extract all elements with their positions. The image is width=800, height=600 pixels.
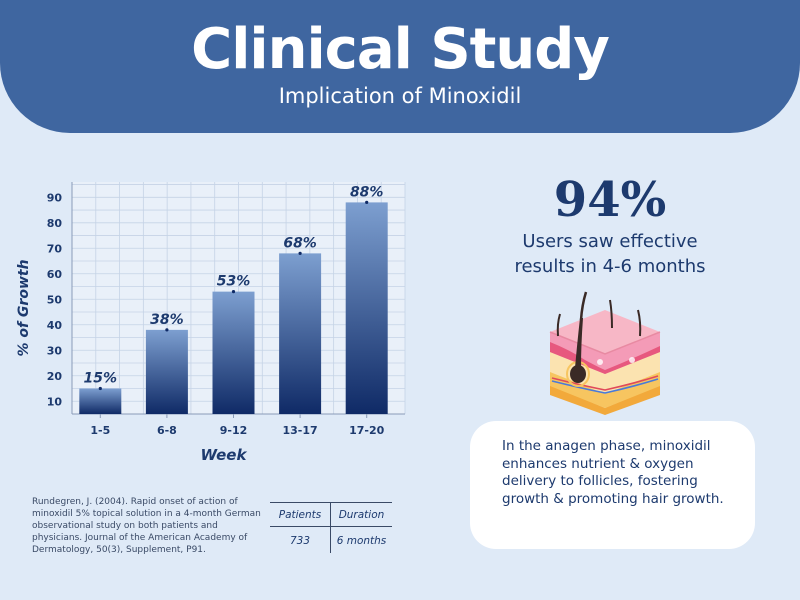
bar-top-dot	[165, 328, 169, 332]
anagen-info-text: In the anagen phase, minoxidil enhances …	[502, 438, 724, 507]
bar-6-8	[145, 329, 188, 414]
study-table-row: 733 6 months	[270, 527, 392, 553]
x-tick-label: 1-5	[90, 424, 110, 437]
x-axis-title: Week	[201, 446, 248, 464]
duration-header: Duration	[330, 503, 392, 526]
header-banner: Clinical Study Implication of Minoxidil	[0, 0, 800, 133]
y-tick-label: 70	[47, 242, 63, 255]
bar-1-5	[79, 388, 122, 414]
data-label: 38%	[150, 312, 184, 328]
y-tick-label: 10	[47, 395, 63, 408]
x-tick-label: 17-20	[349, 424, 385, 437]
growth-bar-chart: 10 20 30 40 50 60 70 80 90 15% 1-5 38% 6-8 53% 9-12 68%…	[16, 182, 406, 464]
patients-value: 733	[289, 535, 311, 547]
anagen-info-card: In the anagen phase, minoxidil enhances …	[470, 421, 755, 549]
study-table-header: Patients Duration	[270, 502, 392, 527]
y-tick-label: 20	[47, 370, 63, 383]
y-tick-label: 40	[47, 319, 63, 332]
y-tick-label: 60	[47, 268, 63, 281]
x-tick-label: 6-8	[157, 424, 177, 437]
skin-layers-hair-follicle-icon	[549, 291, 661, 415]
stat-value: 94%	[553, 172, 667, 228]
bar-13-17	[279, 253, 322, 414]
y-axis-title: % of Growth	[16, 259, 32, 356]
patients-header: Patients	[278, 509, 322, 521]
x-tick-label: 13-17	[283, 424, 318, 437]
page-title: Clinical Study	[191, 17, 610, 82]
data-label: 15%	[84, 371, 118, 387]
study-table: Patients Duration 733 6 months	[270, 502, 392, 553]
stat-caption-line2: results in 4-6 months	[514, 256, 706, 277]
data-label: 53%	[217, 274, 251, 290]
y-tick-label: 90	[47, 191, 63, 204]
stat-block: 94% Users saw effective results in 4-6 m…	[470, 172, 750, 278]
y-tick-label: 30	[47, 344, 63, 357]
duration-value: 6 months	[330, 527, 392, 553]
x-tick-label: 9-12	[220, 424, 248, 437]
bar-17-20	[345, 202, 388, 414]
page-subtitle: Implication of Minoxidil	[278, 84, 522, 108]
bar-top-dot	[231, 290, 236, 294]
stat-caption-line1: Users saw effective	[522, 231, 698, 252]
citation-reference: Rundegren, J. (2004). Rapid onset of act…	[32, 497, 261, 555]
bar-9-12	[212, 291, 255, 414]
y-tick-label: 80	[47, 217, 63, 230]
y-tick-label: 50	[47, 293, 63, 306]
data-label: 68%	[283, 235, 317, 251]
bar-top-dot	[365, 200, 369, 204]
bar-top-dot	[98, 386, 102, 391]
data-label: 88%	[350, 184, 384, 200]
bar-top-dot	[298, 251, 302, 255]
